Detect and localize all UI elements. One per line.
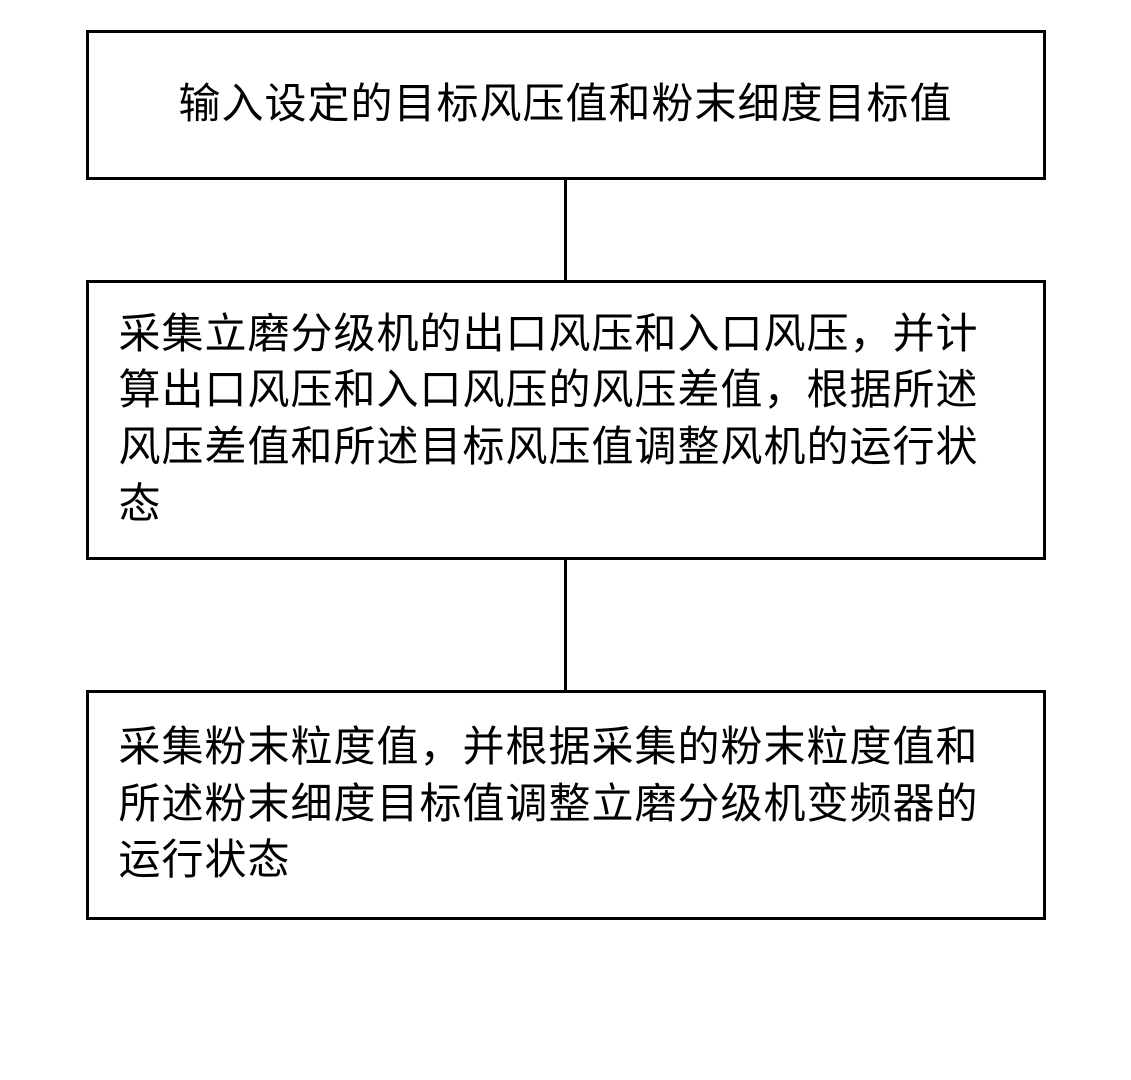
- flowchart-step-3-text: 采集粉末粒度值，并根据采集的粉末粒度值和所述粉末细度目标值调整立磨分级机变频器的…: [119, 720, 1013, 890]
- flowchart-connector-1: [564, 180, 567, 280]
- flowchart-container: 输入设定的目标风压值和粉末细度目标值 采集立磨分级机的出口风压和入口风压，并计算…: [86, 30, 1046, 920]
- flowchart-step-1-text: 输入设定的目标风压值和粉末细度目标值: [178, 77, 952, 134]
- flowchart-step-2: 采集立磨分级机的出口风压和入口风压，并计算出口风压和入口风压的风压差值，根据所述…: [86, 280, 1046, 560]
- flowchart-step-3: 采集粉末粒度值，并根据采集的粉末粒度值和所述粉末细度目标值调整立磨分级机变频器的…: [86, 690, 1046, 920]
- flowchart-connector-2: [564, 560, 567, 690]
- flowchart-step-2-text: 采集立磨分级机的出口风压和入口风压，并计算出口风压和入口风压的风压差值，根据所述…: [119, 307, 1013, 534]
- flowchart-step-1: 输入设定的目标风压值和粉末细度目标值: [86, 30, 1046, 180]
